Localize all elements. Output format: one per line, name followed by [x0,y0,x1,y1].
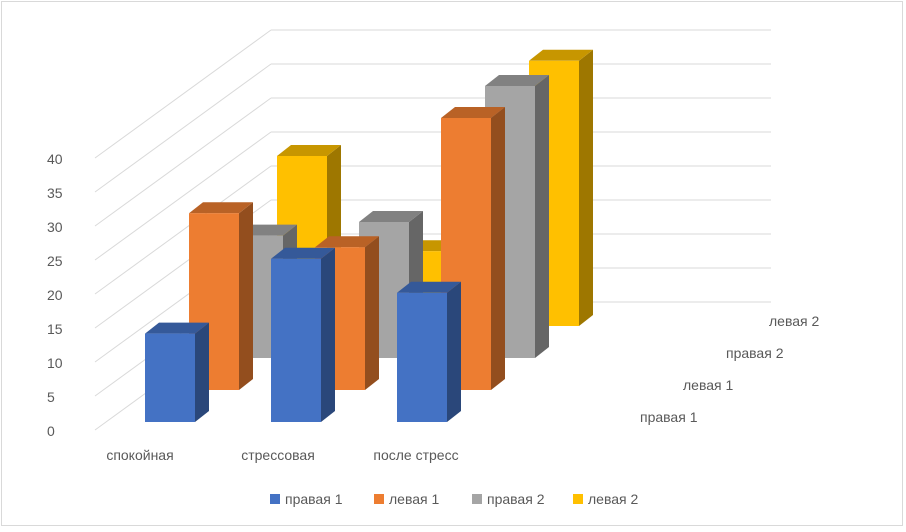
legend-swatch [374,494,384,504]
bar-front [271,258,321,422]
depth-axis-label: левая 2 [769,313,819,329]
category-label: стрессовая [241,447,315,463]
bars [145,49,593,422]
bar-top [277,145,341,156]
gridline-side [94,97,272,227]
bar-top [441,107,505,118]
bar-front [145,333,195,422]
depth-axis-label: правая 2 [726,345,784,361]
bar [397,281,461,422]
gridline-side [94,29,272,159]
bar-top [145,322,209,334]
legend-label: правая 2 [487,491,545,507]
gridline-side [94,165,272,295]
y-tick-label: 30 [47,219,63,235]
bar-top [315,236,379,248]
bar [271,247,335,422]
bar-top [529,49,593,61]
y-tick-label: 15 [47,321,63,337]
gridline-side [94,131,272,261]
bar-side [447,281,461,422]
gridline-side [94,63,272,193]
category-label: после стресс [373,447,458,463]
y-tick-label: 35 [47,185,63,201]
bar-side [491,107,505,390]
legend-label: левая 1 [389,491,439,507]
bar-front [397,292,447,422]
y-tick-label: 0 [47,423,55,439]
legend-item: правая 1 [270,491,343,507]
bar [145,322,209,422]
bar-side [365,236,379,390]
legend-swatch [573,494,583,504]
bar-side [239,202,253,390]
bar-side [321,247,335,422]
bar-side [195,322,209,422]
bar-top [485,75,549,86]
y-tick-label: 10 [47,355,63,371]
legend: правая 1 левая 1 правая 2 левая 2 [270,491,638,507]
y-tick-label: 5 [47,389,55,405]
bar-top [271,247,335,259]
y-tick-label: 20 [47,287,63,303]
y-tick-label: 40 [47,151,63,167]
category-labels: спокойная стрессовая после стресс [106,447,458,463]
legend-swatch [472,494,482,504]
y-axis-ticks: 0 5 10 15 20 25 30 35 40 [47,151,63,439]
legend-item: левая 2 [573,491,638,507]
depth-axis-labels: правая 1 левая 1 правая 2 левая 2 [640,313,819,425]
legend-swatch [270,494,280,504]
legend-item: правая 2 [472,491,545,507]
depth-axis-label: правая 1 [640,409,698,425]
bar-side [535,75,549,358]
legend-label: левая 2 [588,491,638,507]
bar-side [579,49,593,327]
bar-top [189,202,253,214]
bar-top [397,281,461,293]
legend-label: правая 1 [285,491,343,507]
category-label: спокойная [106,447,173,463]
y-tick-label: 25 [47,253,63,269]
depth-axis-label: левая 1 [683,377,733,393]
bar-top [359,211,423,222]
legend-item: левая 1 [374,491,439,507]
